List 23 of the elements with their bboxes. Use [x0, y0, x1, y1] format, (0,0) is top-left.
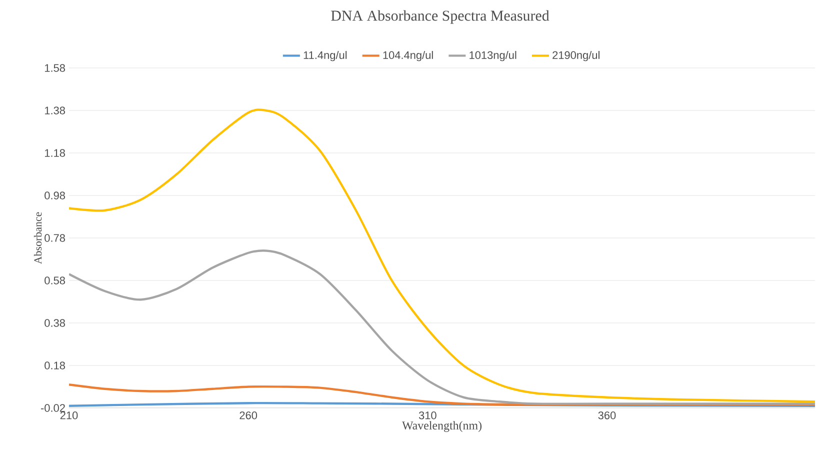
legend-label: 2190ng/ul [552, 50, 600, 62]
legend-label: 104.4ng/ul [383, 50, 433, 62]
y-tick-label: 1.58 [44, 64, 66, 72]
x-axis-title: Wavelength(nm) [402, 421, 482, 432]
y-tick-label: 1.18 [44, 149, 66, 157]
x-tick-label: 210 [60, 412, 78, 420]
legend-label: 1013ng/ul [470, 50, 516, 62]
chart-title: DNA Absorbance Spectra Measured [331, 10, 550, 24]
x-tick-label: 310 [418, 412, 436, 420]
y-tick-label: 0.18 [44, 362, 66, 370]
y-tick-label: 1.38 [44, 106, 66, 114]
line-series [69, 250, 816, 405]
line-series [69, 384, 816, 406]
y-tick-label: 0.98 [44, 192, 66, 200]
x-tick-label: 360 [598, 412, 616, 420]
y-tick-label: 0.38 [44, 319, 66, 327]
legend-label: 11.4ng/ul [304, 50, 347, 62]
x-tick-label: 260 [240, 412, 258, 420]
y-tick-label: -0.02 [40, 404, 65, 412]
y-tick-label: 0.78 [44, 234, 66, 242]
y-axis-title: Absorbance [34, 212, 42, 264]
line-series [69, 108, 816, 403]
y-tick-label: 0.58 [44, 276, 66, 284]
